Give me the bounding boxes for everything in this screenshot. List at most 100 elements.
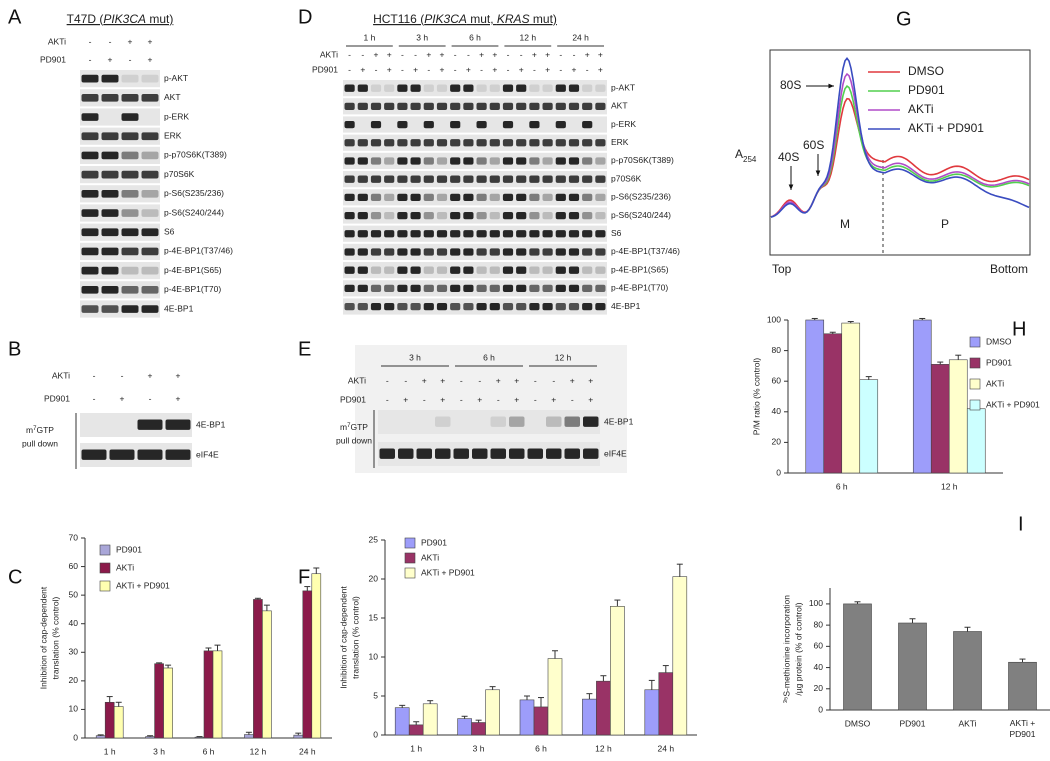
blot-band <box>436 84 448 92</box>
blot-band <box>436 248 448 256</box>
bar <box>212 650 223 739</box>
treatment-sign: + <box>598 64 603 74</box>
blot-band <box>357 266 368 274</box>
blot-band <box>141 286 159 294</box>
x-tick-label: 12 h <box>595 743 612 753</box>
blot-band <box>137 419 163 430</box>
treatment-sign: - <box>559 64 562 74</box>
blot-strip <box>343 80 607 97</box>
panel-letter: H <box>1012 318 1026 340</box>
treatment-sign: + <box>585 49 590 59</box>
blot-band <box>595 102 606 111</box>
blot-band <box>344 211 355 220</box>
blot-strip <box>343 207 607 224</box>
x-tick-label: AKTi <box>958 718 976 728</box>
blot-band <box>542 139 553 147</box>
blot-band <box>490 416 506 427</box>
blot-band <box>370 266 382 274</box>
peak-label: 40S <box>778 150 799 164</box>
y-axis-label: translation (% control) <box>50 596 60 679</box>
blot-band <box>582 193 593 202</box>
side-label: m7GTP <box>26 425 54 435</box>
error-bar <box>600 675 607 682</box>
bar <box>113 706 124 739</box>
treatment-label: PD901 <box>40 54 66 64</box>
x-tick-line: AKTi + <box>1010 718 1035 728</box>
ylabel-part: A <box>735 147 743 161</box>
bar <box>95 735 106 739</box>
y-tick-label: 20 <box>772 437 782 447</box>
blot-band <box>502 284 514 293</box>
blot-band <box>568 193 580 202</box>
treatment-sign: + <box>492 49 497 59</box>
bar <box>948 359 968 474</box>
blot-band <box>344 248 355 256</box>
side-label-sup: 7 <box>347 423 351 429</box>
error-bar <box>214 644 221 651</box>
blot-band <box>81 228 99 237</box>
blot-band <box>423 211 434 220</box>
band-label: p-ERK <box>611 119 636 129</box>
error-bar <box>147 735 154 737</box>
blot-band <box>463 284 474 293</box>
error-bar <box>489 686 496 690</box>
band-label: p-S6(S235/236) <box>164 188 224 198</box>
blot-band <box>568 284 580 293</box>
blot-band <box>450 102 461 111</box>
error-bar <box>295 732 302 736</box>
band-label: AKT <box>611 101 628 111</box>
blot-band <box>397 266 408 274</box>
blot-band <box>370 211 382 220</box>
blot-band <box>384 102 395 111</box>
treatment-sign: + <box>413 64 418 74</box>
y-tick-label: 80 <box>814 619 824 629</box>
treatment-sign: - <box>480 64 483 74</box>
blot-band <box>476 157 487 165</box>
treatment-sign: + <box>422 375 427 385</box>
blot-band <box>463 248 474 256</box>
blot-band <box>476 248 487 256</box>
blot-band <box>121 94 139 102</box>
x-tick-label: 24 h <box>299 746 316 756</box>
treatment-sign: + <box>570 375 575 385</box>
legend-label: AKTi + PD901 <box>908 121 984 135</box>
legend-swatch <box>969 399 981 411</box>
error-bar <box>115 701 122 707</box>
error-bar <box>196 736 203 738</box>
error-bar <box>614 599 621 607</box>
blot-band <box>529 248 540 256</box>
blot-band <box>582 302 593 311</box>
blot-band <box>384 284 395 293</box>
blot-band <box>463 175 474 183</box>
blot-band <box>344 139 355 147</box>
blot-band <box>450 230 461 238</box>
blot-band <box>595 193 606 202</box>
legend-label: PD901 <box>116 544 142 554</box>
bar <box>843 603 872 711</box>
title-part: T47D ( <box>67 12 104 26</box>
blot-band <box>529 211 540 220</box>
bar <box>194 736 205 739</box>
timepoint-label: 12 h <box>520 32 537 42</box>
band-label: 4E-BP1 <box>196 419 226 429</box>
treatment-sign: - <box>386 375 389 385</box>
blot-band <box>357 139 368 147</box>
y-axis-label: P/M ratio (% control) <box>751 358 761 436</box>
band-label: ERK <box>164 130 182 140</box>
legend-label: AKTi <box>986 378 1004 388</box>
blot-band <box>489 302 500 311</box>
bar <box>408 724 424 736</box>
band-label: eIF4E <box>196 449 219 459</box>
treatment-label: PD901 <box>312 64 338 74</box>
panel-letter: E <box>298 338 311 360</box>
treatment-sign: - <box>573 49 576 59</box>
blot-band <box>546 448 562 459</box>
blot-band <box>450 175 461 183</box>
blot-strip <box>343 262 607 279</box>
y-tick-label: 40 <box>69 618 79 628</box>
error-bar <box>205 647 212 651</box>
blot-band <box>516 102 527 111</box>
blot-band <box>410 84 421 92</box>
blot-band <box>516 302 527 311</box>
band-label: p-p70S6K(T389) <box>611 155 674 165</box>
